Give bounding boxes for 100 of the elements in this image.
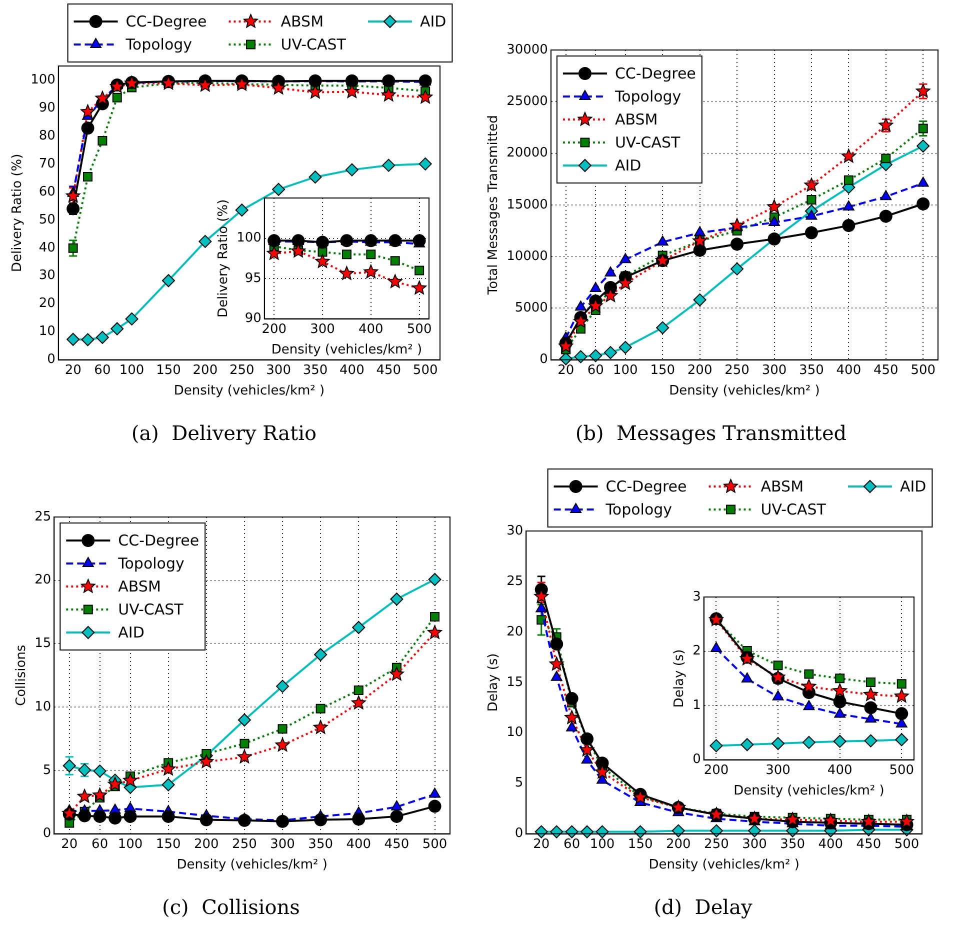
x-tick-label: 200	[687, 362, 712, 378]
x-tick-label: 450	[856, 836, 882, 852]
legend-label: ABSM	[118, 577, 161, 596]
y-axis-title: Delay (s)	[486, 653, 502, 712]
x-tick-label: 500	[894, 836, 920, 852]
legend-label: AID	[614, 156, 642, 174]
y-tick-label: 25	[506, 574, 524, 589]
x-tick-label: 150	[156, 836, 181, 852]
x-tick-label: 350	[302, 362, 328, 378]
y-tick-label: 30	[506, 523, 524, 538]
x-tick-label: 300	[762, 362, 787, 378]
text: (c) Collisions	[162, 895, 300, 920]
y-tick-label: 3	[692, 589, 701, 604]
x-tick-label: 200	[194, 836, 219, 852]
legend-label: Topology	[117, 554, 184, 572]
y-tick-label: 100	[30, 72, 56, 88]
x-tick-label: 350	[799, 362, 824, 378]
x-tick-label: 500	[422, 836, 448, 852]
y-tick-label: 10	[506, 725, 524, 740]
y-tick-label: 25	[34, 509, 52, 524]
y-tick-label: 10000	[506, 248, 548, 264]
y-tick-label: 30000	[506, 42, 548, 58]
y-tick-label: 2	[692, 644, 701, 659]
y-tick-label: 10	[34, 699, 52, 714]
x-tick-label: 100	[590, 836, 615, 852]
x-axis-title: Density (vehicles/km² )	[669, 384, 820, 399]
x-tick-label: 200	[666, 836, 691, 852]
y-tick-label: 1	[692, 698, 701, 713]
x-tick-label: 250	[724, 362, 750, 378]
y-tick-label: 0	[47, 352, 56, 368]
legend-label: CC-Degree	[614, 64, 696, 82]
x-tick-label: 400	[346, 836, 372, 852]
x-axis-title: Density (vehicles/km² )	[174, 384, 325, 399]
x-axis-title: Density (vehicles/km² )	[648, 858, 800, 873]
x-axis-title: Density (vehicles/km² )	[734, 784, 884, 799]
x-tick-label: 500	[412, 362, 438, 378]
x-tick-label: 250	[704, 836, 729, 852]
y-tick-label: 20	[38, 296, 56, 312]
y-tick-label: 100	[236, 230, 262, 246]
legend-label: UV-CAST	[118, 600, 184, 618]
y-axis-title: Total Messages Transmitted	[486, 115, 502, 296]
legend-label: Topology	[604, 500, 672, 518]
y-axis-title: Delay (s)	[672, 649, 688, 708]
legend-label: Topology	[614, 87, 682, 106]
y-tick-label: 15000	[506, 197, 548, 212]
x-tick-label: 300	[766, 762, 790, 778]
x-tick-label: 500	[889, 762, 914, 778]
text: (b) Messages Transmitted	[575, 421, 847, 446]
y-tick-label: 90	[244, 311, 262, 326]
x-tick-label: 500	[910, 362, 936, 378]
x-tick-label: 60	[94, 362, 111, 378]
y-tick-label: 0	[540, 352, 548, 368]
legend-label: CC-Degree	[118, 531, 200, 550]
legend-label: AID	[420, 12, 446, 30]
legend-label: CC-Degree	[126, 12, 207, 30]
legend-label: ABSM	[280, 12, 324, 30]
y-tick-label: 20	[506, 624, 524, 640]
y-tick-label: 0	[42, 826, 52, 842]
x-tick-label: 20	[64, 362, 82, 378]
x-tick-label: 300	[310, 322, 335, 337]
y-axis-title: Delivery Ratio (%)	[10, 154, 26, 272]
x-tick-label: 300	[266, 362, 291, 378]
x-axis-title: Density (vehicles/km² )	[271, 342, 422, 358]
y-tick-label: 0	[692, 752, 701, 768]
y-tick-label: 30	[38, 268, 56, 284]
legend-label: AID	[118, 623, 144, 642]
y-axis-title: Collisions	[14, 644, 30, 706]
y-tick-label: 15	[506, 674, 524, 690]
legend-label: CC-Degree	[606, 477, 687, 496]
x-tick-label: 100	[612, 362, 638, 378]
x-tick-label: 450	[384, 836, 410, 852]
y-tick-label: 5000	[514, 300, 548, 316]
x-tick-label: 100	[119, 362, 144, 378]
x-tick-label: 450	[873, 362, 898, 378]
legend-label: Topology	[124, 35, 192, 54]
x-tick-label: 400	[836, 362, 862, 378]
x-tick-label: 150	[650, 362, 676, 378]
x-tick-label: 100	[118, 836, 143, 852]
y-tick-label: 0	[514, 826, 524, 842]
y-tick-label: 40	[38, 240, 56, 256]
x-tick-label: 150	[156, 362, 181, 378]
y-tick-label: 60	[38, 184, 56, 200]
y-tick-label: 10	[38, 324, 56, 340]
x-tick-label: 150	[628, 836, 653, 852]
legend-label: UV-CAST	[760, 500, 827, 518]
y-tick-label: 20000	[506, 146, 548, 161]
x-tick-label: 500	[406, 322, 432, 337]
y-axis-title: Delivery Ratio (%)	[216, 199, 232, 318]
x-tick-label: 200	[192, 362, 218, 378]
legend-label: ABSM	[614, 110, 658, 128]
y-tick-label: 70	[38, 156, 56, 172]
y-tick-label: 5	[514, 776, 524, 791]
x-tick-label: 250	[232, 836, 257, 852]
x-tick-label: 400	[818, 836, 844, 852]
text: (a) Delivery Ratio	[131, 421, 317, 446]
x-tick-label: 60	[587, 362, 604, 378]
y-tick-label: 20	[34, 572, 52, 588]
x-tick-label: 450	[376, 362, 402, 378]
y-tick-label: 90	[38, 100, 56, 116]
legend-label: UV-CAST	[614, 133, 681, 152]
